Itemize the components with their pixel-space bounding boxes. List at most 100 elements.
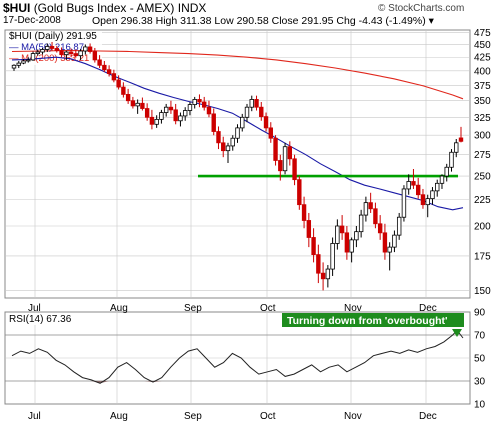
candle-body <box>268 127 273 139</box>
month-label: Nov <box>344 303 362 314</box>
month-label: Dec <box>419 303 437 314</box>
candle-body <box>45 46 50 50</box>
price-tick-label: 200 <box>474 222 491 233</box>
candle-body <box>339 225 345 234</box>
legend-ma200: — MA(200) 353.21 <box>9 53 89 64</box>
price-tick-label: 225 <box>474 195 491 206</box>
watermark: © StockCharts.com <box>378 3 465 14</box>
candle-body <box>225 145 231 152</box>
candle-body <box>263 116 269 129</box>
candle-body <box>406 181 411 190</box>
candle-body <box>282 146 288 172</box>
quote-date: 17-Dec-2008 <box>3 15 61 26</box>
candle-body <box>273 137 278 161</box>
chart-title: $HUI (Gold Bugs Index - AMEX) INDX <box>3 1 206 15</box>
index-name: (Gold Bugs Index - AMEX) <box>33 1 175 15</box>
candle-body <box>349 239 354 253</box>
price-tick-label: 150 <box>474 286 491 297</box>
rsi-month-label: Jul <box>28 411 41 422</box>
candle-body <box>292 158 297 181</box>
candle-body <box>449 151 454 168</box>
price-tick-label: 400 <box>474 66 491 77</box>
candle-body <box>254 99 259 108</box>
candle-body <box>49 46 55 49</box>
candle-body <box>259 106 264 118</box>
price-tick-label: 325 <box>474 113 491 124</box>
price-tick-label: 475 <box>474 28 491 39</box>
candle-body <box>216 131 221 144</box>
rsi-legend-bg <box>6 313 82 325</box>
price-panel-frame <box>4 29 471 299</box>
candle-body <box>377 223 383 234</box>
candle-body <box>320 272 326 280</box>
price-tick-label: 250 <box>474 172 491 183</box>
candle-body <box>140 102 145 109</box>
month-label: Sep <box>184 303 202 314</box>
candle-body <box>121 86 126 95</box>
rsi-tick-label: 70 <box>474 331 486 342</box>
candle-body <box>368 202 373 210</box>
candle-body <box>382 232 388 253</box>
candle-body <box>106 69 112 75</box>
candle-body <box>330 243 335 270</box>
ma50-line <box>11 56 464 211</box>
candle-body <box>439 175 445 184</box>
candle-body <box>420 194 426 206</box>
candle-body <box>16 62 21 66</box>
candle-body <box>59 50 64 56</box>
candle-body <box>396 216 402 236</box>
candle-body <box>97 59 102 66</box>
rsi-tick-label: 90 <box>474 308 486 319</box>
candle-body <box>206 106 212 115</box>
candle-body <box>182 110 188 117</box>
exchange: INDX <box>177 1 207 15</box>
candle-body <box>192 99 197 105</box>
price-tick-label: 375 <box>474 81 491 92</box>
candle-body <box>168 106 174 111</box>
price-tick-label: 425 <box>474 53 491 64</box>
candle-body <box>249 99 254 108</box>
candle-body <box>287 146 293 160</box>
candle-body <box>197 99 202 103</box>
candle-body <box>316 254 321 274</box>
month-label: Oct <box>260 303 276 314</box>
rsi-line <box>11 329 464 384</box>
annotation-text: Turning down from 'overbought' <box>287 315 448 327</box>
price-tick-label: 350 <box>474 96 491 107</box>
price-tick-label: 300 <box>474 131 491 142</box>
candle-body <box>425 198 430 206</box>
candle-body <box>35 51 40 54</box>
candle-body <box>344 232 350 253</box>
rsi-month-label: Sep <box>184 411 202 422</box>
candle-body <box>135 102 140 107</box>
candle-body <box>144 108 150 118</box>
month-label: Aug <box>110 303 128 314</box>
price-tick-label: 175 <box>474 251 491 262</box>
candle-body <box>202 101 207 108</box>
candle-body <box>454 142 459 153</box>
price-tick-label: 275 <box>474 150 491 161</box>
candle-body <box>159 112 164 120</box>
candle-body <box>26 59 31 62</box>
candle-body <box>78 50 83 57</box>
candle-body <box>325 268 331 280</box>
rsi-tick-label: 50 <box>474 354 486 365</box>
candle-body <box>335 225 340 244</box>
candle-body <box>278 160 283 172</box>
candle-body <box>306 220 312 238</box>
rsi-month-label: Dec <box>419 411 437 422</box>
rsi-tick-label: 10 <box>474 400 486 411</box>
annotation-arrow-icon <box>452 329 462 337</box>
candle-body <box>401 188 407 218</box>
candle-body <box>11 64 17 69</box>
candle-body <box>230 137 235 147</box>
candle-body <box>297 179 302 206</box>
candle-body <box>73 53 79 57</box>
rsi-tick-label: 30 <box>474 377 486 388</box>
candle-body <box>240 116 245 129</box>
candle-body <box>149 116 155 125</box>
rsi-panel-title: RSI(14) 67.36 <box>9 314 72 325</box>
candle-body <box>163 106 169 113</box>
price-tick-label: 450 <box>474 40 491 51</box>
